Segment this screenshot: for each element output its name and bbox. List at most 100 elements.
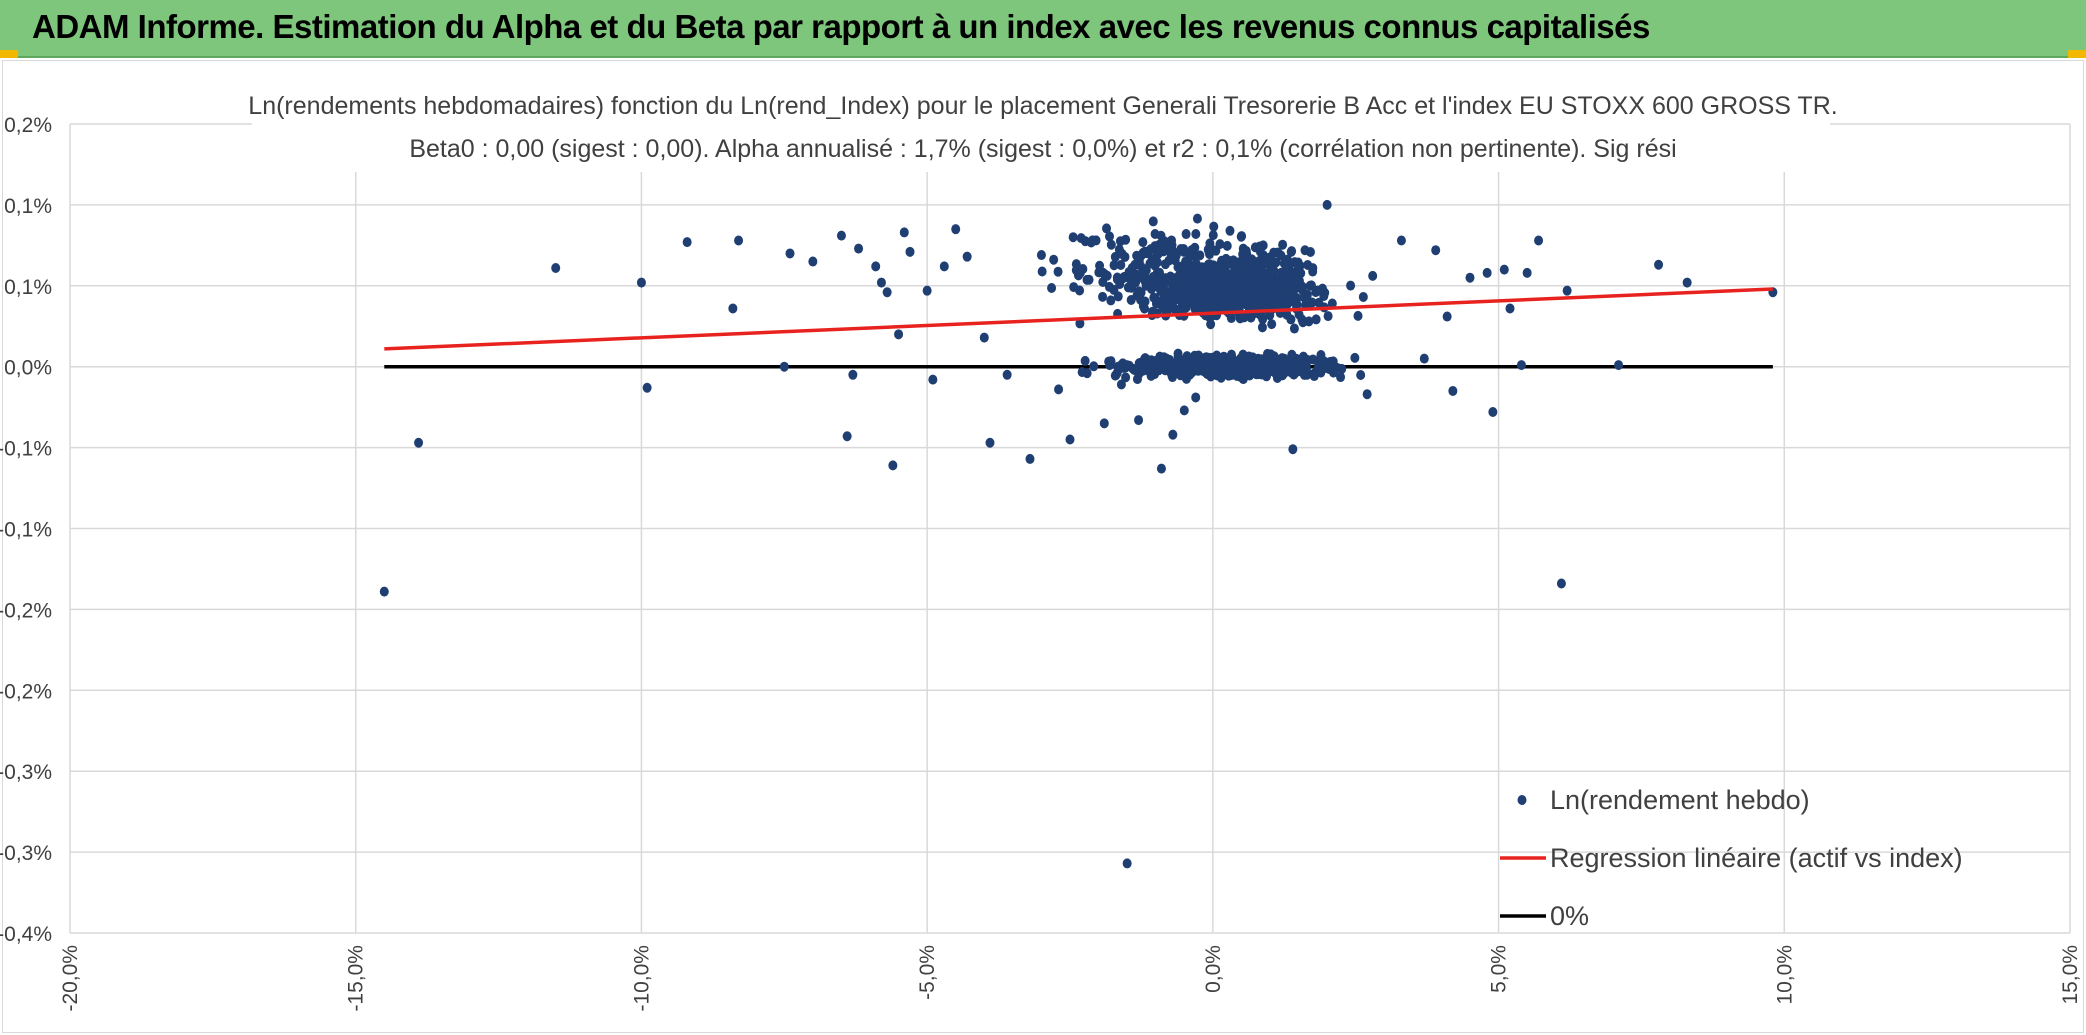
- data-point: [1080, 355, 1090, 366]
- data-point: [1165, 354, 1175, 365]
- y-tick-label: -0,3%: [0, 842, 52, 865]
- data-point: [876, 277, 886, 288]
- data-point: [1184, 365, 1194, 376]
- data-point: [642, 382, 652, 393]
- data-point: [1124, 266, 1134, 277]
- data-point: [1215, 239, 1225, 250]
- data-point: [1036, 250, 1046, 261]
- data-point: [1132, 273, 1142, 284]
- data-point: [1257, 322, 1267, 333]
- data-point: [1134, 415, 1144, 426]
- data-point: [1225, 225, 1235, 236]
- data-point: [1161, 304, 1171, 315]
- y-tick-label: -0,1%: [0, 438, 52, 461]
- data-point: [1065, 434, 1075, 445]
- data-point: [1217, 255, 1227, 266]
- data-point: [1226, 313, 1236, 324]
- data-point: [1098, 291, 1108, 302]
- data-point: [1209, 221, 1219, 232]
- data-point: [928, 374, 938, 385]
- data-point: [1207, 244, 1217, 255]
- data-point: [1248, 279, 1258, 290]
- data-point: [1241, 366, 1251, 377]
- data-point: [1150, 276, 1160, 287]
- data-point: [1237, 231, 1247, 242]
- chart-subtitle: Beta0 : 0,00 (sigest : 0,00). Alpha annu…: [409, 135, 1676, 163]
- data-point: [1187, 272, 1197, 283]
- data-point: [1174, 364, 1184, 375]
- data-point: [1231, 369, 1241, 380]
- data-point: [785, 248, 795, 259]
- data-point: [1305, 298, 1315, 309]
- data-point: [779, 361, 789, 372]
- data-point: [1122, 858, 1132, 869]
- data-point: [1250, 300, 1260, 311]
- data-point: [682, 237, 692, 248]
- report-banner: ADAM Informe. Estimation du Alpha et du …: [0, 0, 2086, 58]
- data-point: [1179, 405, 1189, 416]
- data-point: [1098, 267, 1108, 278]
- data-point: [1346, 280, 1356, 291]
- data-point: [1231, 275, 1241, 286]
- data-point: [1358, 291, 1368, 302]
- data-point: [1156, 286, 1166, 297]
- data-point: [1053, 266, 1063, 277]
- data-point: [894, 329, 904, 340]
- x-tick-label: 5,0%: [1488, 945, 1511, 993]
- data-point: [1025, 453, 1035, 464]
- data-point: [1316, 367, 1326, 378]
- data-point: [1224, 357, 1234, 368]
- data-point: [1356, 370, 1366, 381]
- data-point: [1328, 356, 1338, 367]
- data-point: [979, 332, 989, 343]
- x-tick-label: 15,0%: [2059, 945, 2082, 1005]
- data-point: [1239, 261, 1249, 272]
- data-point: [1522, 267, 1532, 278]
- data-point: [1102, 223, 1112, 234]
- y-tick-label: -0,2%: [0, 680, 52, 703]
- banner-corner-left: [0, 50, 18, 58]
- data-point: [1113, 291, 1123, 302]
- data-point: [1138, 237, 1148, 248]
- data-point: [1277, 295, 1287, 306]
- data-point: [1247, 254, 1257, 265]
- data-point: [1166, 249, 1176, 260]
- data-point: [1226, 293, 1236, 304]
- data-point: [1248, 361, 1258, 372]
- data-point: [1362, 389, 1372, 400]
- x-tick-label: -10,0%: [630, 945, 653, 1012]
- data-point: [1211, 297, 1221, 308]
- data-point: [1297, 284, 1307, 295]
- data-point: [1419, 353, 1429, 364]
- data-point: [1534, 235, 1544, 246]
- data-point: [1002, 369, 1012, 380]
- data-point: [1156, 463, 1166, 474]
- data-point: [1396, 235, 1406, 246]
- data-point: [1306, 280, 1316, 291]
- data-point: [1257, 290, 1267, 301]
- data-point: [1199, 362, 1209, 373]
- chart-grid: [69, 123, 2071, 934]
- data-point: [1257, 369, 1267, 380]
- data-point: [1089, 361, 1099, 372]
- data-point: [1290, 361, 1300, 372]
- data-point: [1196, 267, 1206, 278]
- data-point: [1166, 276, 1176, 287]
- data-point: [1047, 282, 1057, 293]
- data-point: [1278, 239, 1288, 250]
- return-points-series: [379, 199, 1778, 869]
- data-point: [1154, 365, 1164, 376]
- data-point: [922, 285, 932, 296]
- regression-series: [384, 287, 1773, 351]
- data-point: [842, 431, 852, 442]
- data-point: [1123, 282, 1133, 293]
- data-point: [1116, 259, 1126, 270]
- data-point: [882, 287, 892, 298]
- data-point: [1270, 290, 1280, 301]
- data-point: [1112, 272, 1122, 283]
- data-point: [1138, 365, 1148, 376]
- banner-corner-right: [2068, 50, 2086, 58]
- data-point: [1106, 295, 1116, 306]
- data-point: [1182, 357, 1192, 368]
- data-point: [1068, 232, 1078, 243]
